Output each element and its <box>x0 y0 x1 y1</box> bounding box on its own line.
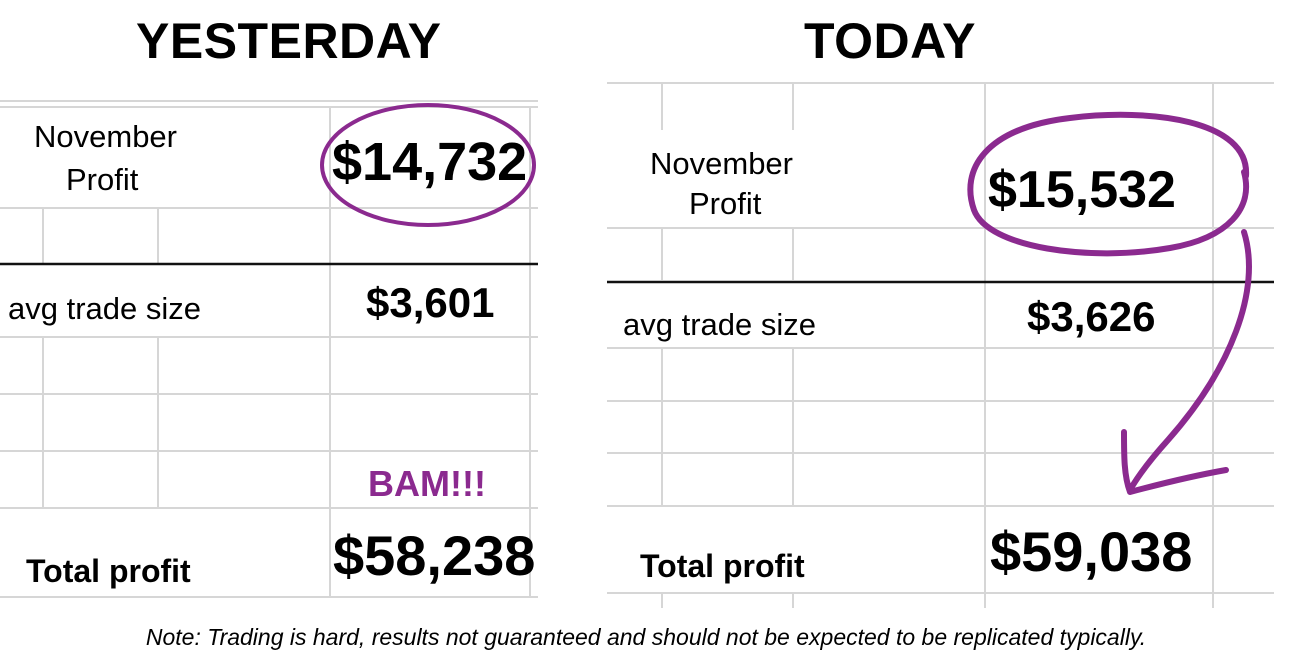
today-november-value: $15,532 <box>988 161 1176 219</box>
bam-exclamation: BAM!!! <box>368 463 486 504</box>
yesterday-avg-label: avg trade size <box>8 291 201 326</box>
down-arrow-icon <box>1121 229 1252 495</box>
today-avg-label: avg trade size <box>623 307 816 342</box>
today-total-value: $59,038 <box>990 520 1193 583</box>
yesterday-total-label: Total profit <box>26 553 191 589</box>
yesterday-november-label-line1: November <box>34 119 177 154</box>
yesterday-avg-value: $3,601 <box>366 279 495 326</box>
today-total-label: Total profit <box>640 548 805 584</box>
today-november-label-line2: Profit <box>689 186 762 221</box>
yesterday-november-label-line2: Profit <box>66 162 139 197</box>
today-heading: TODAY <box>804 13 977 69</box>
today-november-label-line1: November <box>650 146 793 181</box>
today-circle-highlight <box>967 111 1250 257</box>
yesterday-circle-highlight <box>320 103 536 227</box>
today-grid <box>607 82 1274 608</box>
yesterday-total-value: $58,238 <box>333 524 536 587</box>
disclaimer-note: Note: Trading is hard, results not guara… <box>145 624 1147 650</box>
yesterday-november-value: $14,732 <box>332 132 528 192</box>
today-avg-value: $3,626 <box>1027 293 1156 340</box>
yesterday-heading: YESTERDAY <box>136 13 442 69</box>
